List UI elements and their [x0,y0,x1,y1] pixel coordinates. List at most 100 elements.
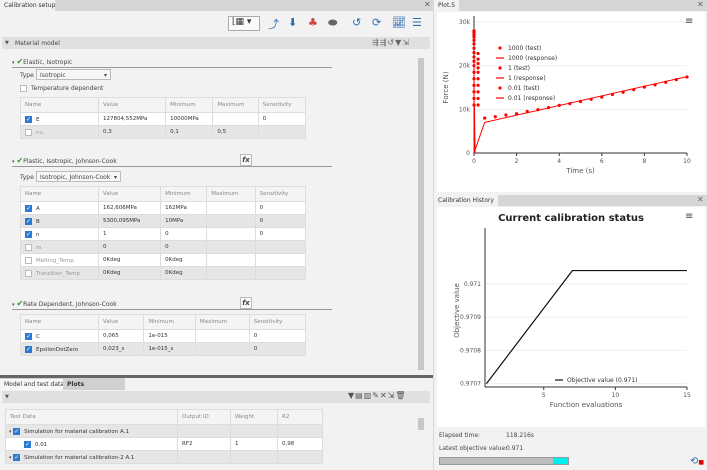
minimum-cell[interactable]: 10MPa [160,214,208,228]
column-header[interactable]: Maximum [206,186,256,202]
collapse-icon[interactable]: ▼ [5,394,9,400]
row-checkbox[interactable]: ✓ [25,230,32,238]
maximum-cell[interactable] [194,329,250,343]
maximum-cell[interactable] [206,201,256,215]
minimum-cell[interactable]: 162MPa [160,201,208,215]
row-checkbox[interactable]: ✓ [25,204,32,212]
row-checkbox[interactable] [25,243,32,251]
close-icon[interactable]: ✕ [697,195,704,204]
column-header[interactable]: Weight [230,409,278,425]
column-header[interactable]: Maximum [194,314,250,330]
value-cell[interactable]: 0Kdeg [97,266,162,280]
curve-table-icon[interactable]: ⌊▦ ▾ [228,16,260,31]
column-header[interactable]: Test Data [5,409,178,425]
plot-icon[interactable]: 📈︎ [392,16,406,29]
weight-cell[interactable] [230,424,278,438]
column-header[interactable]: Sensitivity [248,314,307,330]
expand-icon[interactable]: ▾ [9,454,14,461]
table-row[interactable]: ✓ n 1 0 0 [20,227,307,241]
value-cell[interactable]: 0Kdeg [97,253,162,267]
row-checkbox[interactable]: ✓ [13,453,21,461]
temperature-dependent-checkbox[interactable]: Temperature dependent [20,85,103,92]
table-row[interactable]: ▾ ✓ Simulation for material calibration A… [5,424,323,438]
row-checkbox[interactable]: ✓ [25,217,32,225]
header-tool-icons[interactable]: ⇶⇶↺▼⇲ [372,38,410,47]
value-cell[interactable]: 5300,095MPa [97,214,162,228]
tab-calibration-history[interactable]: Calibration History [434,195,498,206]
scrollbar[interactable] [418,58,424,370]
type-select[interactable]: Isotropic, Johnson-Cook ▾ [36,171,121,182]
collapse-icon[interactable]: ▼ [5,40,9,46]
minimum-cell[interactable]: 0,1 [165,125,214,139]
column-header[interactable]: Maximum [212,97,259,113]
table-row[interactable]: ✓ 0.01 RF2 1 0,98 [5,437,323,451]
stop-calibration-icon[interactable]: ⟲■ [690,456,705,467]
import-icon[interactable]: ⬇ [288,16,298,29]
row-checkbox[interactable]: ✓ [13,427,21,435]
tab-model-and-test-data[interactable]: Model and test data [0,379,69,390]
type-select[interactable]: Isotropic ▾ [36,69,111,80]
column-header[interactable]: Value [97,97,167,113]
minimum-cell[interactable]: 0 [160,227,208,241]
column-header[interactable]: Name [20,186,99,202]
undo-icon[interactable]: ↺ [352,16,362,29]
toolbar-icons[interactable]: ▼▤▥✎✕⇲🗑︎ [348,391,407,400]
maximum-cell[interactable] [206,253,256,267]
table-row[interactable]: ✓ B 5300,095MPa 10MPa 0 [20,214,307,228]
minimum-cell[interactable]: 0Kdeg [160,253,208,267]
material-model-header[interactable]: ▼ Material model ⇶⇶↺▼⇲ [2,37,430,49]
output-id-cell[interactable] [177,450,231,464]
curve-fit-icon[interactable]: ⤴ [268,18,279,31]
expand-icon[interactable]: ▾ [9,428,14,435]
material-icon[interactable]: ♣ [308,16,318,29]
row-checkbox[interactable]: ✓ [25,345,32,353]
output-id-cell[interactable]: RF2 [177,437,231,451]
column-header[interactable]: Output ID [177,409,231,425]
table-row[interactable]: Melting_Temp 0Kdeg 0Kdeg [20,253,307,267]
minimum-cell[interactable]: 0 [160,240,208,254]
row-checkbox[interactable] [25,256,32,264]
maximum-cell[interactable] [206,227,256,241]
value-cell[interactable]: 162,606MPa [97,201,162,215]
run-icon[interactable]: ⟳ [372,16,382,29]
column-header[interactable]: Minimum [165,97,214,113]
output-id-cell[interactable] [177,424,231,438]
section-plastic[interactable]: ▾ ✔Plastic, Isotropic, Johnson-Cook [12,156,332,167]
column-header[interactable]: Value [97,186,162,202]
splitter[interactable] [0,375,433,378]
column-header[interactable]: Sensitivity [257,97,307,113]
value-cell[interactable]: 127804,552MPa [97,112,167,126]
column-header[interactable]: Name [20,314,99,330]
table-icon[interactable]: ☰ [412,16,422,29]
tab-calibration-setup[interactable]: Calibration setup [0,0,60,11]
tab-plot[interactable]: Plot.5 [434,0,460,11]
row-checkbox[interactable]: ✓ [25,332,32,340]
weight-cell[interactable]: 1 [230,437,278,451]
maximum-cell[interactable] [212,112,259,126]
value-cell[interactable]: 0,3 [97,125,167,139]
close-icon[interactable]: ✕ [424,0,431,9]
close-icon[interactable]: ✕ [697,0,704,9]
value-cell[interactable]: 0 [97,240,162,254]
maximum-cell[interactable]: 0,5 [212,125,259,139]
column-header[interactable]: R2 [277,409,323,425]
scrollbar[interactable] [418,418,424,430]
table-row[interactable]: ✓ EpsilonDotZero 0,023_s 1e-015_s 0 [20,342,307,356]
table-row[interactable]: Transition_Temp 0Kdeg 0Kdeg [20,266,307,280]
minimum-cell[interactable]: 0Kdeg [160,266,208,280]
maximum-cell[interactable] [206,214,256,228]
formula-button[interactable]: fx [240,154,252,166]
column-header[interactable]: Value [97,314,145,330]
column-header[interactable]: Minimum [160,186,208,202]
value-cell[interactable]: 0,065 [97,329,145,343]
minimum-cell[interactable]: 10000MPa [165,112,214,126]
section-rate-dependent[interactable]: ▾ ✔Rate Dependent, Johnson-Cook [12,299,332,310]
maximum-cell[interactable] [206,266,256,280]
section-elastic[interactable]: ▾ ✔Elastic, Isotropic [12,57,332,68]
table-row[interactable]: nu 0,3 0,1 0,5 [20,125,307,139]
formula-button[interactable]: fx [240,297,252,309]
table-row[interactable]: ✓ C 0,065 1e-015 0 [20,329,307,343]
maximum-cell[interactable] [194,342,250,356]
weight-cell[interactable] [230,450,278,464]
